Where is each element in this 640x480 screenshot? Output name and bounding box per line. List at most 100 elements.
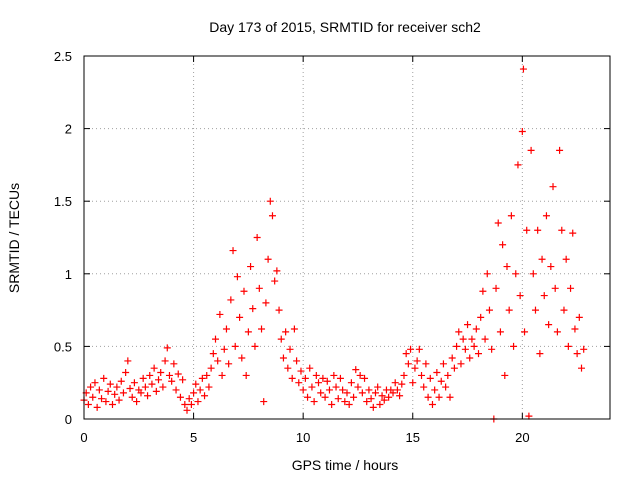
data-point-plus bbox=[398, 380, 406, 388]
data-point-plus bbox=[286, 345, 294, 353]
data-point-plus bbox=[108, 400, 116, 408]
data-point-plus bbox=[181, 400, 189, 408]
data-point-plus bbox=[525, 412, 533, 420]
data-point-plus bbox=[461, 345, 469, 353]
data-point-plus bbox=[418, 371, 426, 379]
data-point-plus bbox=[435, 393, 443, 401]
data-point-plus bbox=[499, 241, 507, 249]
data-point-plus bbox=[503, 263, 511, 271]
data-point-plus bbox=[479, 287, 487, 295]
data-point-plus bbox=[95, 386, 103, 394]
data-point-plus bbox=[369, 403, 377, 411]
data-point-plus bbox=[98, 395, 106, 403]
data-point-plus bbox=[315, 379, 323, 387]
data-point-plus bbox=[553, 328, 561, 336]
data-point-plus bbox=[516, 292, 524, 300]
data-point-plus bbox=[402, 350, 410, 358]
data-point-plus bbox=[396, 392, 404, 400]
data-point-plus bbox=[251, 342, 259, 350]
data-point-plus bbox=[376, 400, 384, 408]
data-point-plus bbox=[380, 396, 388, 404]
data-point-plus bbox=[264, 255, 272, 263]
data-point-plus bbox=[87, 383, 95, 391]
data-point-plus bbox=[542, 212, 550, 220]
data-point-plus bbox=[347, 379, 355, 387]
data-point-plus bbox=[231, 342, 239, 350]
data-point-plus bbox=[128, 393, 136, 401]
data-point-plus bbox=[330, 371, 338, 379]
data-point-plus bbox=[168, 377, 176, 385]
data-point-plus bbox=[238, 354, 246, 362]
data-point-plus bbox=[273, 267, 281, 275]
data-point-plus bbox=[100, 374, 108, 382]
data-point-plus bbox=[400, 371, 408, 379]
data-point-plus bbox=[475, 350, 482, 358]
y-tick-label: 2.5 bbox=[54, 49, 72, 64]
data-point-plus bbox=[393, 386, 401, 394]
data-point-plus bbox=[567, 284, 575, 292]
data-point-plus bbox=[345, 400, 353, 408]
data-point-plus bbox=[409, 379, 417, 387]
data-point-plus bbox=[444, 371, 452, 379]
data-point-plus bbox=[521, 328, 529, 336]
data-point-plus bbox=[492, 284, 500, 292]
y-axis-title: SRMTID / TECUs bbox=[6, 183, 22, 293]
data-point-plus bbox=[260, 398, 268, 406]
data-point-plus bbox=[323, 377, 331, 385]
data-point-plus bbox=[207, 364, 215, 372]
data-point-plus bbox=[411, 364, 419, 372]
data-point-plus bbox=[361, 374, 369, 382]
data-point-plus bbox=[179, 376, 187, 384]
data-point-plus bbox=[374, 383, 382, 391]
data-point-plus bbox=[225, 360, 233, 368]
data-point-plus bbox=[104, 387, 112, 395]
data-point-plus bbox=[433, 369, 441, 377]
data-point-plus bbox=[174, 370, 182, 378]
data-point-plus bbox=[485, 306, 493, 314]
data-point-plus bbox=[538, 255, 546, 263]
y-tick-label: 1 bbox=[65, 267, 72, 282]
data-point-plus bbox=[133, 398, 141, 406]
data-point-plus bbox=[560, 306, 568, 314]
data-point-plus bbox=[358, 389, 366, 397]
x-tick-label: 15 bbox=[406, 430, 420, 445]
data-point-plus bbox=[122, 369, 130, 377]
data-point-plus bbox=[304, 393, 312, 401]
data-point-plus bbox=[279, 354, 287, 362]
data-point-plus bbox=[159, 383, 167, 391]
data-point-plus bbox=[150, 364, 158, 372]
data-point-plus bbox=[540, 292, 548, 300]
data-point-plus bbox=[137, 389, 145, 397]
data-point-plus bbox=[170, 360, 178, 368]
data-point-plus bbox=[336, 374, 344, 382]
data-point-plus bbox=[466, 354, 474, 362]
data-point-plus bbox=[536, 350, 544, 358]
data-point-plus bbox=[227, 296, 235, 304]
data-point-plus bbox=[183, 406, 191, 414]
data-point-plus bbox=[328, 400, 336, 408]
data-point-plus bbox=[172, 386, 180, 394]
data-point-plus bbox=[404, 360, 412, 368]
data-point-plus bbox=[157, 369, 165, 377]
data-point-plus bbox=[262, 299, 270, 307]
data-point-plus bbox=[321, 393, 329, 401]
data-point-plus bbox=[558, 226, 566, 234]
data-point-plus bbox=[220, 345, 228, 353]
data-point-plus bbox=[426, 374, 434, 382]
data-point-plus bbox=[84, 400, 92, 408]
data-point-plus bbox=[453, 342, 461, 350]
data-point-plus bbox=[481, 335, 489, 343]
data-point-plus bbox=[126, 385, 134, 393]
data-point-plus bbox=[293, 357, 301, 365]
data-point-plus bbox=[203, 371, 211, 379]
data-point-plus bbox=[389, 389, 397, 397]
data-point-plus bbox=[161, 357, 169, 365]
data-point-plus bbox=[255, 284, 263, 292]
data-point-plus bbox=[258, 325, 266, 333]
data-point-plus bbox=[529, 270, 537, 278]
data-point-plus bbox=[431, 386, 439, 394]
data-point-plus bbox=[229, 247, 237, 255]
data-point-plus bbox=[505, 306, 513, 314]
data-point-plus bbox=[113, 383, 121, 391]
data-point-plus bbox=[93, 403, 101, 411]
